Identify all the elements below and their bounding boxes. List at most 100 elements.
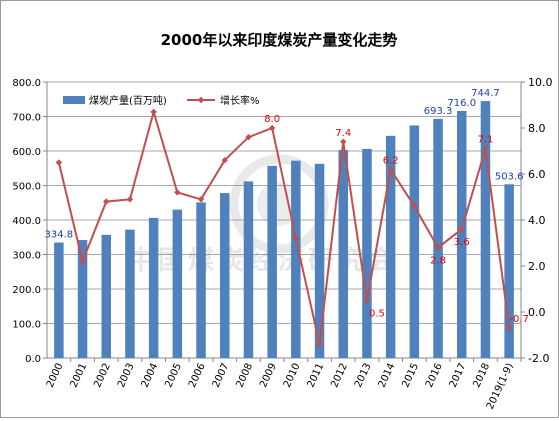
y-left-tick-label: 300.0 bbox=[12, 251, 41, 262]
y-right-tick-label: 6.0 bbox=[528, 168, 546, 181]
y-left-tick-label: 800.0 bbox=[12, 78, 41, 89]
bar bbox=[433, 118, 443, 359]
legend-label-bar: 煤炭产量(百万吨) bbox=[89, 94, 167, 107]
bar bbox=[385, 135, 396, 358]
y-right-tick-label: 10.0 bbox=[528, 76, 553, 89]
x-tick-label: 2002 bbox=[92, 362, 113, 390]
chart-title: 2000年以来印度煤炭产量变化走势 bbox=[161, 31, 398, 49]
line-data-label: 8.0 bbox=[264, 114, 280, 125]
bar bbox=[196, 202, 206, 358]
bar-data-label: 334.8 bbox=[45, 229, 74, 240]
bar bbox=[409, 125, 420, 358]
line-point bbox=[245, 134, 252, 141]
legend-label-line: 增长率% bbox=[220, 94, 260, 107]
line-point bbox=[292, 235, 300, 242]
axes: 0.0 100.0 200.0 300.0 400.0 500.0 600.0 700.0 80… bbox=[12, 76, 552, 411]
bar-data-label: 716.0 bbox=[447, 98, 476, 109]
line-point bbox=[197, 196, 205, 203]
watermark-text: 中国煤炭经济研究会 bbox=[128, 245, 398, 276]
line-point bbox=[268, 124, 276, 132]
y-left-tick-label: 100.0 bbox=[12, 320, 41, 331]
legend: 煤炭产量(百万吨) 增长率% bbox=[63, 94, 260, 107]
bar bbox=[314, 163, 325, 358]
line-point bbox=[150, 108, 157, 116]
line-data-label: 0.5 bbox=[369, 309, 385, 320]
line-point bbox=[505, 324, 513, 332]
bar bbox=[504, 184, 514, 358]
line-point bbox=[363, 297, 371, 304]
x-tick-label: 2008 bbox=[234, 362, 255, 390]
x-tick-label: 2001 bbox=[69, 362, 90, 390]
line-point bbox=[411, 203, 418, 210]
line-point bbox=[103, 198, 110, 205]
y-left-tick-label: 200.0 bbox=[12, 285, 41, 296]
bar bbox=[148, 217, 159, 358]
line-data-label: 6.2 bbox=[383, 155, 399, 166]
bar bbox=[362, 148, 372, 358]
line-series bbox=[55, 108, 513, 348]
line-data-label: 3.6 bbox=[454, 237, 470, 248]
legend-swatch-marker bbox=[197, 96, 205, 104]
line-data-label: 7.1 bbox=[477, 135, 493, 146]
x-tick-label: 2013 bbox=[353, 362, 374, 390]
bar-data-label: 693.3 bbox=[424, 106, 453, 117]
x-tick-label: 2012 bbox=[329, 362, 350, 390]
y-left-tick-label: 600.0 bbox=[12, 147, 41, 158]
x-tick-label: 2010 bbox=[282, 362, 303, 390]
line-point bbox=[387, 166, 394, 173]
growth-line bbox=[57, 108, 511, 345]
line-point bbox=[458, 226, 465, 233]
bar bbox=[101, 234, 111, 358]
bar-data-label: 744.7 bbox=[471, 88, 500, 99]
y-left-tick-label: 700.0 bbox=[12, 113, 41, 124]
line-point bbox=[316, 341, 323, 348]
x-tick-label: 2015 bbox=[400, 362, 421, 390]
line-point bbox=[221, 157, 228, 164]
bar bbox=[480, 101, 491, 359]
bar-series bbox=[54, 101, 514, 359]
line-data-label: 2.8 bbox=[430, 256, 446, 267]
x-tick-label: 2017 bbox=[448, 362, 469, 390]
line-point bbox=[79, 258, 86, 265]
bar bbox=[54, 242, 64, 358]
y-left-tick-label: 0.0 bbox=[25, 354, 41, 365]
bar bbox=[338, 149, 348, 358]
x-tick-label: 2011 bbox=[306, 362, 327, 390]
bar bbox=[220, 193, 230, 358]
bar bbox=[291, 160, 301, 358]
x-tick-label: 2018 bbox=[471, 362, 492, 390]
bar bbox=[267, 165, 277, 358]
line-point bbox=[126, 196, 134, 203]
line-data-label: -0.7 bbox=[509, 314, 529, 325]
y-left-tick-label: 400.0 bbox=[12, 216, 41, 227]
x-tick-label: 2000 bbox=[45, 362, 66, 390]
line-point bbox=[174, 189, 181, 196]
line-point bbox=[340, 138, 347, 145]
x-tick-label: 2004 bbox=[140, 362, 161, 390]
x-tick-label: 2007 bbox=[211, 362, 232, 390]
line-point bbox=[482, 145, 489, 152]
y-left-tick-label: 500.0 bbox=[12, 182, 41, 193]
x-tick-label: 2016 bbox=[424, 362, 445, 390]
x-tick-label: 2003 bbox=[116, 362, 137, 390]
y-right-tick-label: 8.0 bbox=[528, 122, 546, 135]
line-data-label: 7.4 bbox=[335, 128, 351, 139]
bar bbox=[77, 240, 88, 358]
y-right-tick-label: 0.0 bbox=[528, 306, 546, 319]
line-point bbox=[55, 159, 63, 166]
bar bbox=[172, 209, 183, 358]
bar bbox=[243, 181, 254, 358]
x-tick-label: 2006 bbox=[187, 362, 208, 390]
y-right-tick-label: -2.0 bbox=[528, 352, 549, 365]
y-right-tick-label: 2.0 bbox=[528, 260, 546, 273]
legend-swatch-bar bbox=[63, 96, 85, 104]
x-tick-label: 2009 bbox=[258, 362, 279, 390]
x-tick-label: 2005 bbox=[163, 362, 184, 390]
line-point bbox=[434, 244, 442, 251]
y-right-tick-label: 4.0 bbox=[528, 214, 546, 227]
bar bbox=[125, 229, 135, 358]
x-tick-label: 2014 bbox=[377, 362, 398, 390]
